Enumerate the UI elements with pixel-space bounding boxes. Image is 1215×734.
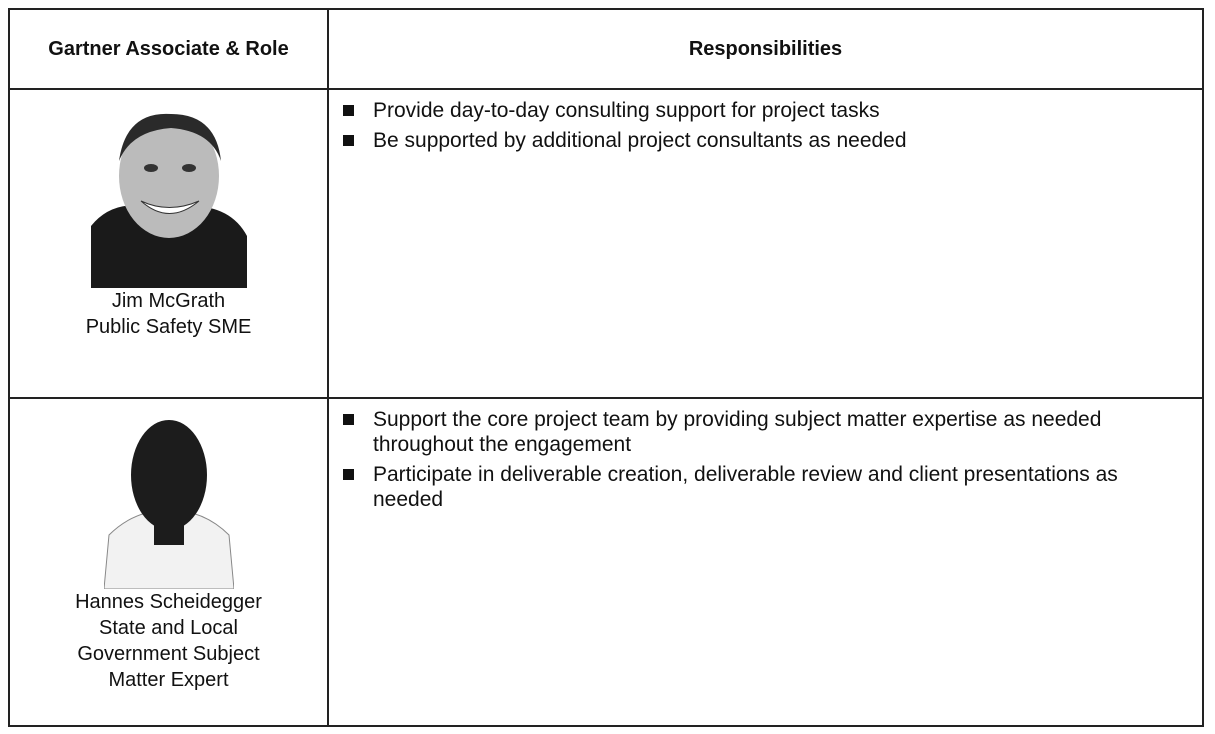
header-text: Gartner Associate & Role xyxy=(48,38,289,60)
bullet-item: Support the core project team by providi… xyxy=(343,407,1192,457)
row: Jim McGrath Public Safety SME Provide da… xyxy=(8,88,1204,399)
person-name: Hannes Scheidegger xyxy=(75,591,262,613)
header-row: Gartner Associate & Role Responsibilitie… xyxy=(8,8,1204,90)
responsibility-cell: Provide day-to-day consulting support fo… xyxy=(327,88,1204,399)
row: Hannes Scheidegger State and Local Gover… xyxy=(8,397,1204,727)
header-cell: Gartner Associate & Role xyxy=(8,8,329,90)
bullet-item: Be supported by additional project consu… xyxy=(343,128,1192,153)
person-role: State and Local Government Subject Matte… xyxy=(77,617,260,691)
person-role: Public Safety SME xyxy=(85,316,252,338)
bullet-text: Provide day-to-day consulting support fo… xyxy=(373,99,880,122)
person-name: Jim McGrath xyxy=(111,290,226,312)
person-cell: Jim McGrath Public Safety SME xyxy=(8,88,329,399)
responsibility-table: Gartner Associate & Role Responsibilitie… xyxy=(8,8,1204,727)
bullet-text: Participate in deliverable creation, del… xyxy=(373,463,1118,511)
header-cell: Responsibilities xyxy=(327,8,1204,90)
bullet-item: Participate in deliverable creation, del… xyxy=(343,462,1192,512)
bullet-list: Support the core project team by providi… xyxy=(343,407,1192,512)
responsibility-cell: Support the core project team by providi… xyxy=(327,397,1204,727)
bullet-text: Support the core project team by providi… xyxy=(373,408,1102,456)
person-cell: Hannes Scheidegger State and Local Gover… xyxy=(8,397,329,727)
bullet-text: Be supported by additional project consu… xyxy=(373,129,907,152)
photo xyxy=(90,106,247,288)
photo xyxy=(103,415,234,589)
bullet-item: Provide day-to-day consulting support fo… xyxy=(343,98,1192,123)
bullet-list: Provide day-to-day consulting support fo… xyxy=(343,98,1192,153)
